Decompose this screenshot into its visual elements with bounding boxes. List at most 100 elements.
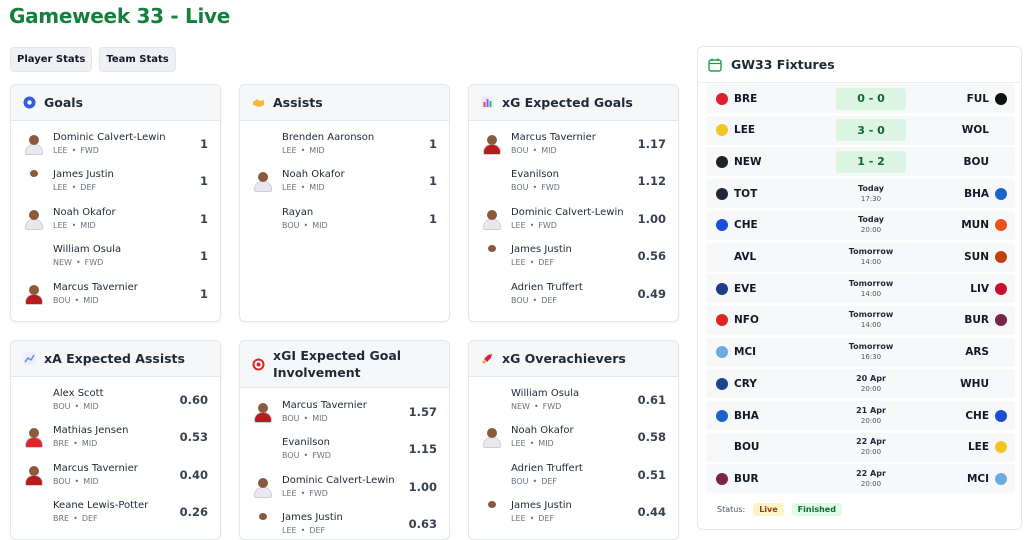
player-row[interactable]: Evanilson BOU • FWD 1.12	[469, 162, 678, 199]
stat-value: 0.53	[179, 429, 208, 444]
player-row[interactable]: Adrien Truffert BOU • DEF 0.49	[469, 275, 678, 312]
player-row[interactable]: Adrien Truffert BOU • DEF 0.51	[469, 456, 678, 493]
stat-value: 1	[199, 211, 208, 226]
player-row[interactable]: Noah Okafor LEE • MID 1	[11, 200, 220, 237]
player-row[interactable]: Marcus Tavernier BOU • MID 0.40	[11, 456, 220, 493]
player-row[interactable]: Dominic Calvert-Lewin LEE • FWD 1.00	[469, 200, 678, 237]
fixture-row[interactable]: NEW 1 - 2 BOU	[706, 147, 1015, 177]
player-meta: BOU • DEF	[511, 476, 638, 487]
player-row[interactable]: James Justin LEE • DEF 0.63	[240, 505, 449, 539]
player-name: James Justin	[282, 512, 343, 523]
team-crest-icon	[716, 187, 728, 200]
player-team: LEE	[511, 221, 526, 230]
player-row[interactable]: Evanilson BOU • FWD 1.15	[240, 430, 449, 467]
player-row[interactable]: James Justin LEE • DEF 1	[11, 162, 220, 199]
player-row[interactable]: Marcus Tavernier BOU • MID 1	[11, 275, 220, 312]
player-name: James Justin	[53, 169, 114, 180]
tab-team-stats[interactable]: Team Stats	[99, 47, 176, 72]
fixture-row[interactable]: LEE 3 - 0 WOL	[706, 115, 1015, 145]
player-team: BOU	[53, 477, 71, 486]
player-info: Dominic Calvert-Lewin LEE • FWD	[282, 474, 409, 499]
away-team-code: CHE	[965, 409, 989, 422]
tab-player-stats[interactable]: Player Stats	[10, 47, 93, 72]
player-meta: BOU • MID	[511, 145, 638, 156]
player-meta: LEE • DEF	[282, 525, 409, 536]
kickoff-time: 20:00	[860, 416, 882, 425]
player-row[interactable]: William Osula NEW • FWD 1	[11, 237, 220, 274]
player-meta: LEE • DEF	[511, 257, 638, 268]
away-team-code: BHA	[964, 187, 989, 200]
home-team-code: MCI	[734, 346, 757, 359]
player-row[interactable]: William Osula NEW • FWD 0.61	[469, 381, 678, 418]
page-title: Gameweek 33 - Live	[9, 4, 231, 28]
player-position: MID	[312, 221, 328, 230]
player-row[interactable]: Keane Lewis-Potter BRE • DEF 0.26	[11, 493, 220, 530]
fixture-row[interactable]: TOT Today 17:30 BHA	[706, 179, 1015, 209]
kickoff-time: 16:30	[860, 353, 882, 362]
player-row[interactable]: Noah Okafor LEE • MID 1	[240, 162, 449, 199]
player-position: MID	[83, 402, 99, 411]
stat-card-assists: Assists Brenden Aaronson LEE • MID 1 Noah Okaf…	[239, 84, 450, 322]
team-crest-icon	[995, 251, 1007, 263]
live-badge: Live	[753, 503, 784, 516]
team-crest-icon	[716, 314, 728, 327]
kickoff-time: 20:00	[860, 226, 882, 235]
player-row[interactable]: Dominic Calvert-Lewin LEE • FWD 1.00	[240, 468, 449, 505]
player-info: Mathias Jensen BRE • MID	[53, 424, 180, 449]
player-team: LEE	[282, 526, 297, 535]
away-team: ARS	[925, 346, 1015, 358]
player-position: FWD	[309, 489, 328, 498]
player-row[interactable]: James Justin LEE • DEF 0.56	[469, 237, 678, 274]
player-team: BOU	[511, 183, 529, 192]
player-row[interactable]: Mathias Jensen BRE • MID 0.53	[11, 418, 220, 455]
player-row[interactable]: Noah Okafor LEE • MID 0.58	[469, 418, 678, 455]
player-position: FWD	[538, 221, 557, 230]
fixture-row[interactable]: BHA 21 Apr 20:00 CHE	[706, 401, 1015, 430]
fixture-row[interactable]: BOU 22 Apr 20:00 LEE	[706, 432, 1015, 462]
fixture-row[interactable]: AVL Tomorrow 14:00 SUN	[706, 242, 1015, 272]
player-avatar	[23, 464, 45, 486]
player-row[interactable]: James Justin LEE • DEF 0.44	[469, 493, 678, 530]
player-meta: LEE • FWD	[511, 220, 638, 231]
player-info: Marcus Tavernier BOU • MID	[511, 131, 638, 156]
player-position: FWD	[312, 451, 331, 460]
stat-value: 0.44	[637, 504, 666, 519]
player-team: BOU	[282, 451, 300, 460]
fixture-row[interactable]: BRE 0 - 0 FUL	[706, 84, 1015, 113]
handshake-icon	[252, 96, 265, 109]
separator-dot: •	[75, 258, 81, 267]
status-label: Status:	[717, 505, 746, 514]
player-row[interactable]: Marcus Tavernier BOU • MID 1.17	[469, 125, 678, 162]
player-row[interactable]: Alex Scott BOU • MID 0.60	[11, 381, 220, 418]
player-row[interactable]: Marcus Tavernier BOU • MID 1.57	[240, 393, 449, 430]
player-position: MID	[541, 146, 557, 155]
home-team: CRY	[706, 377, 796, 390]
separator-dot: •	[71, 146, 77, 155]
away-team: SUN	[925, 251, 1015, 263]
home-team-code: BHA	[734, 409, 759, 422]
stat-value: 1	[428, 173, 437, 188]
away-team: MCI	[925, 472, 1015, 485]
player-info: Marcus Tavernier BOU • MID	[53, 281, 200, 306]
fixture-row[interactable]: BUR 22 Apr 20:00 MCI	[706, 464, 1015, 494]
away-team-code: LIV	[970, 282, 989, 295]
fixture-row[interactable]: CHE Today 20:00 MUN	[706, 210, 1015, 240]
separator-dot: •	[532, 296, 538, 305]
fixture-row[interactable]: EVE Tomorrow 14:00 LIV	[706, 274, 1015, 304]
player-row[interactable]: Dominic Calvert-Lewin LEE • FWD 1	[11, 125, 220, 162]
team-crest-icon	[716, 124, 728, 137]
player-position: DEF	[541, 477, 558, 486]
fixture-row[interactable]: MCI Tomorrow 16:30 ARS	[706, 337, 1015, 367]
fixture-row[interactable]: CRY 20 Apr 20:00 WHU	[706, 369, 1015, 399]
player-row[interactable]: Rayan BOU • MID 1	[240, 200, 449, 237]
team-crest-icon	[716, 377, 728, 390]
player-position: DEF	[541, 296, 558, 305]
fixture-row[interactable]: NFO Tomorrow 14:00 BUR	[706, 305, 1015, 335]
player-meta: BOU • MID	[53, 401, 180, 412]
player-meta: LEE • DEF	[511, 513, 638, 524]
player-team: LEE	[511, 514, 526, 523]
fixture-score: 1 - 2	[836, 150, 906, 173]
player-row[interactable]: Brenden Aaronson LEE • MID 1	[240, 125, 449, 162]
player-info: William Osula NEW • FWD	[53, 243, 200, 268]
home-team: BHA	[706, 409, 796, 422]
